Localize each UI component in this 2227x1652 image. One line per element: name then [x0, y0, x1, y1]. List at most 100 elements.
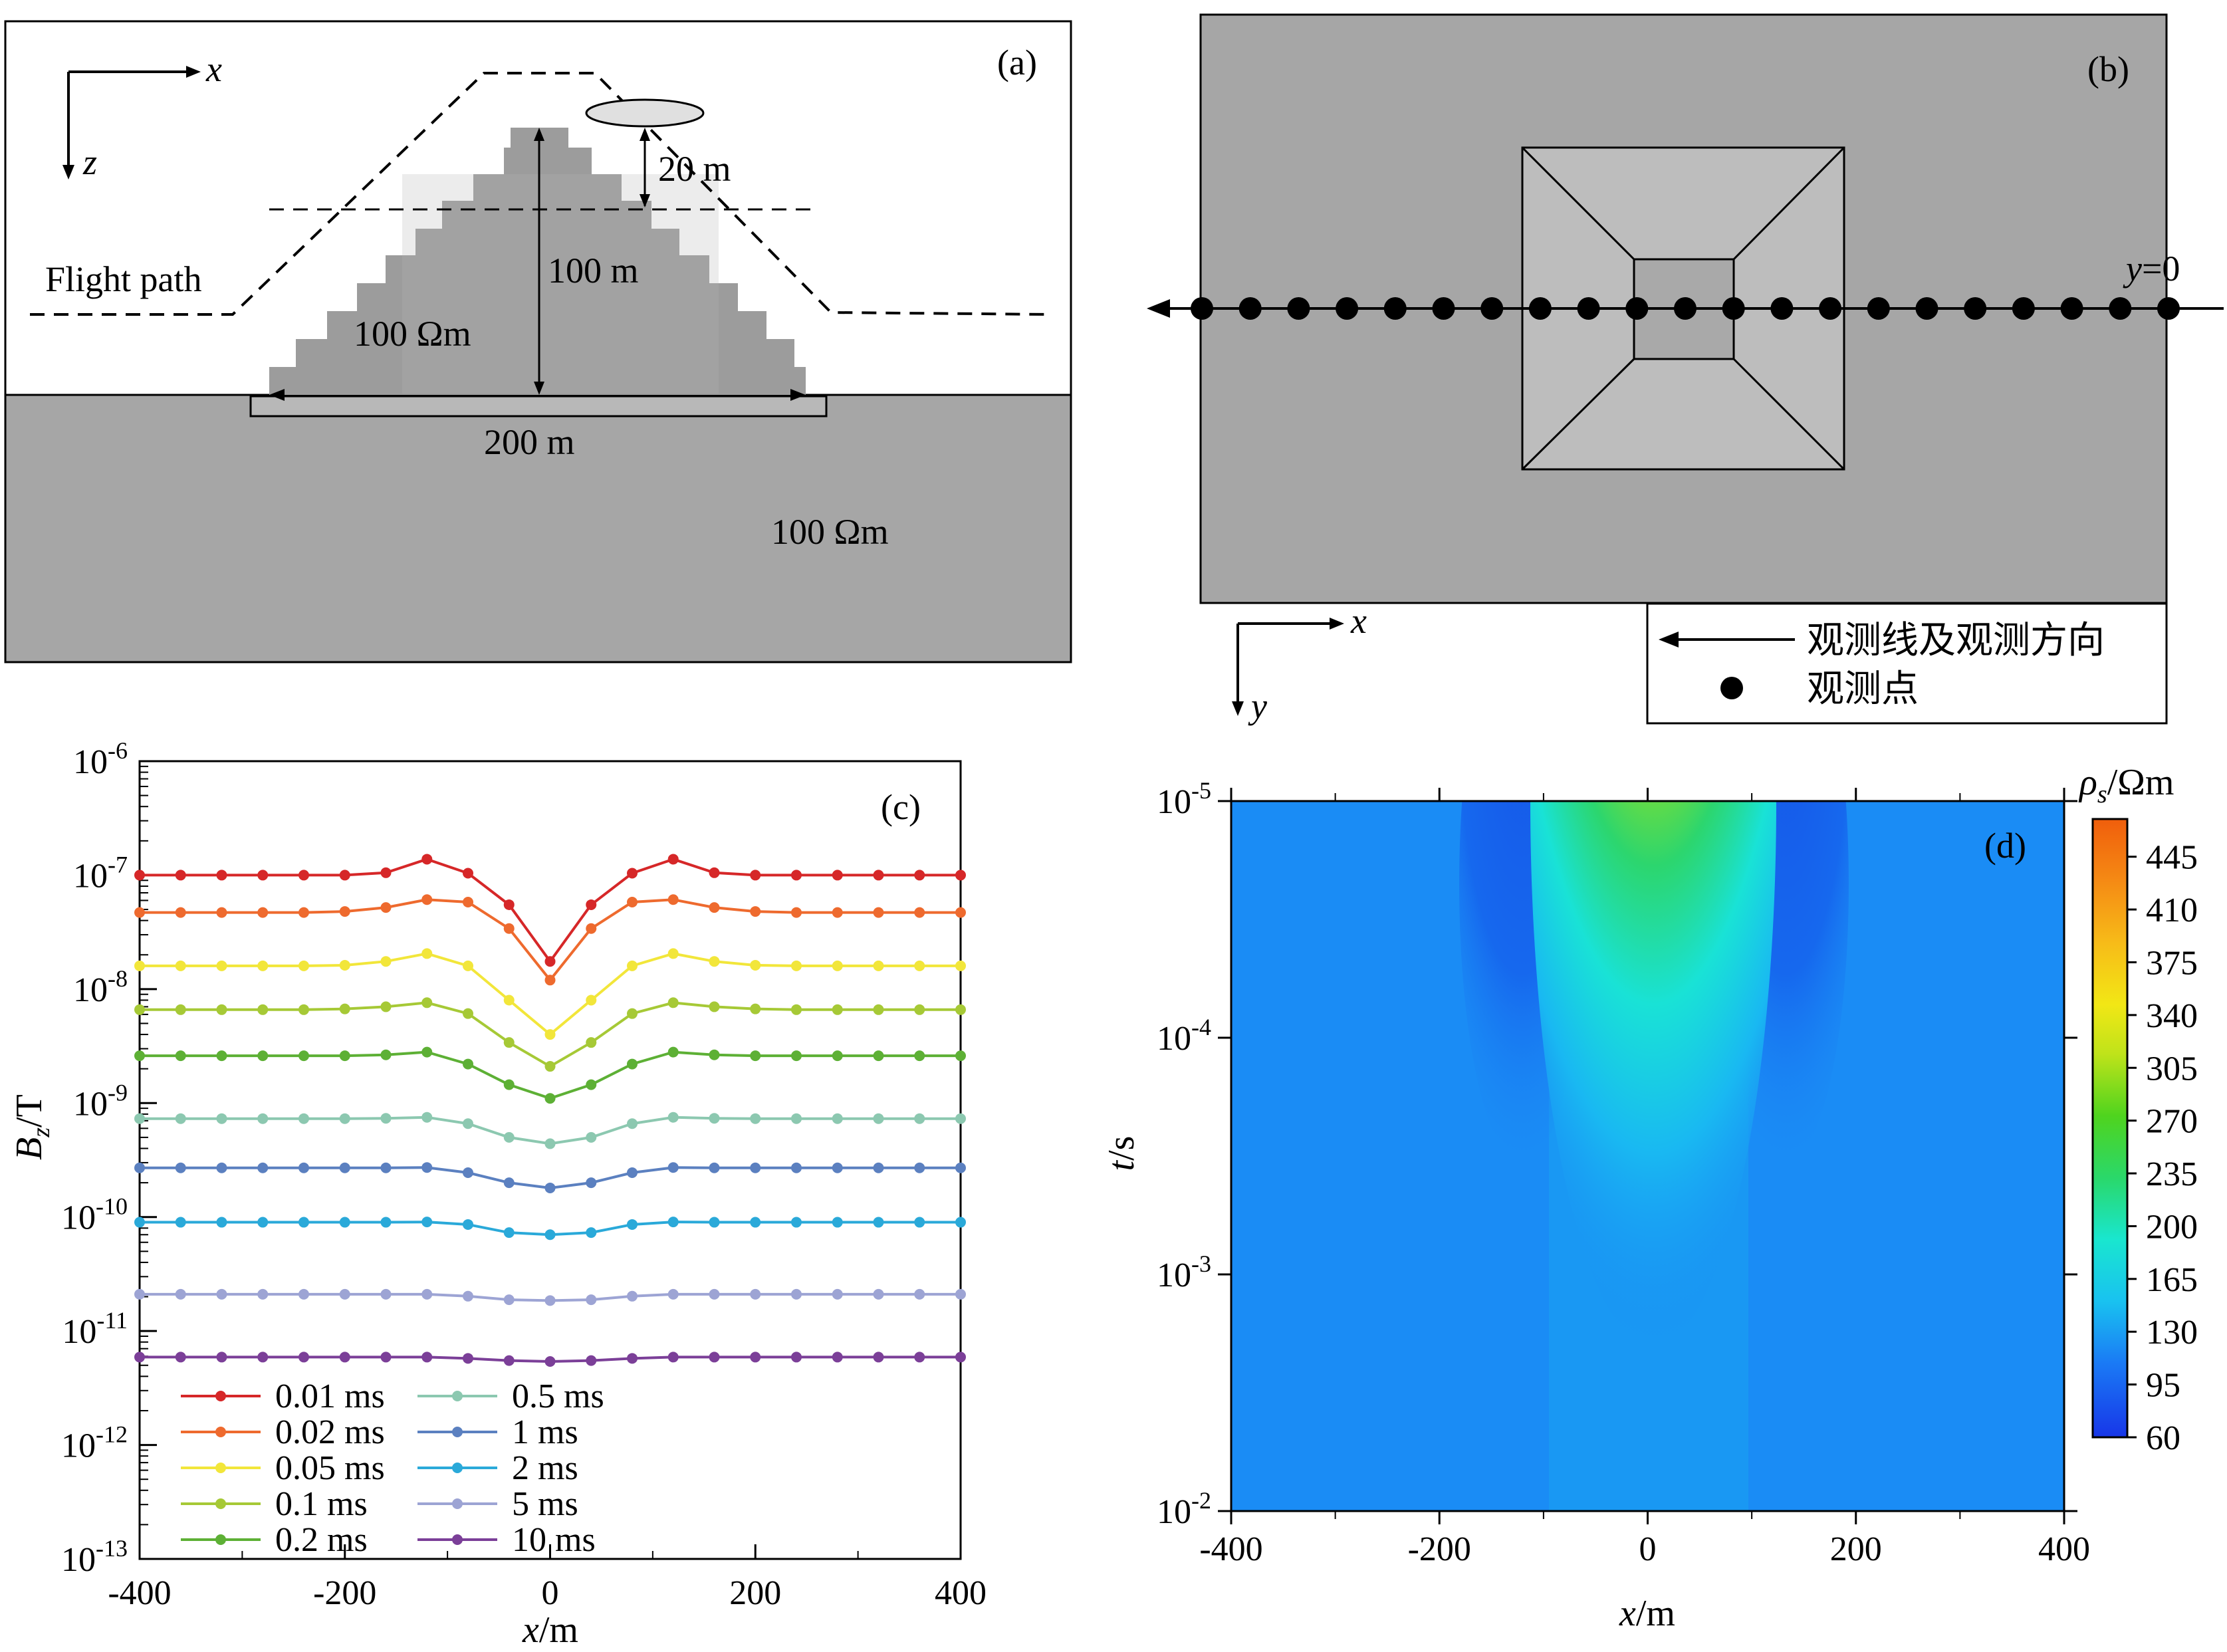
observation-point: [1674, 297, 1697, 320]
c-x-ticks: -400 -200 0 200 400: [108, 1544, 987, 1612]
c-data-point: [257, 907, 269, 918]
c-legend-label: 0.01 ms: [275, 1377, 385, 1415]
c-legend-label: 0.05 ms: [275, 1449, 385, 1487]
transmitter-loop: [585, 98, 705, 128]
c-data-point: [503, 1177, 515, 1189]
c-data-point: [175, 870, 186, 881]
c-x-tick-label: 0: [542, 1574, 559, 1612]
c-data-point: [955, 907, 966, 918]
c-data-point: [709, 1288, 720, 1300]
c-legend: 0.01 ms0.02 ms0.05 ms0.1 ms0.2 ms0.5 ms1…: [181, 1377, 604, 1559]
d-y-tick-label: 10-3: [1157, 1250, 1211, 1294]
c-data-point: [709, 1352, 720, 1363]
c-data-point: [216, 1004, 227, 1015]
c-data-point: [914, 1217, 925, 1228]
frustum-edge-nw: [1521, 146, 1635, 261]
c-data-point: [667, 1046, 679, 1058]
c-data-point: [175, 1004, 186, 1015]
c-data-point: [750, 906, 761, 917]
c-data-point: [380, 1288, 392, 1300]
colorbar-ticks: 60 95 130 165 200 235 270 305 340 375 410 445: [2127, 839, 2198, 1457]
c-data-point: [463, 1353, 473, 1364]
d-x-tick-label: 0: [1639, 1530, 1657, 1568]
c-data-point: [832, 870, 843, 881]
c-data-point: [667, 997, 679, 1008]
c-data-point: [175, 1288, 186, 1300]
c-data-point: [503, 1131, 515, 1143]
colorbar-tick-label: 130: [2146, 1314, 2198, 1352]
ground-resistivity-label: 100 Ωm: [771, 512, 889, 552]
legend-line-text: 观测线及观测方向: [1807, 619, 2105, 662]
d-x-tick-label: -400: [1199, 1530, 1262, 1568]
c-data-point: [914, 1352, 925, 1363]
panel-a-label: (a): [997, 43, 1037, 82]
c-legend-label: 0.1 ms: [275, 1485, 368, 1523]
c-data-point: [955, 1352, 966, 1363]
c-data-point: [339, 906, 350, 917]
c-data-point: [257, 1217, 269, 1228]
c-data-point: [873, 1050, 884, 1062]
c-data-point: [503, 1355, 515, 1366]
c-data-point: [873, 1352, 884, 1363]
c-data-point: [175, 1113, 186, 1124]
c-data-point: [544, 1093, 556, 1104]
observation-point: [1480, 297, 1504, 320]
c-data-point: [914, 960, 925, 971]
c-data-point: [627, 1219, 638, 1230]
panel-a-axis-z: z: [82, 142, 97, 182]
c-data-point: [216, 1217, 227, 1228]
pyramid-resistivity-label: 100 Ωm: [354, 314, 471, 354]
c-data-point: [380, 1049, 392, 1060]
c-x-tick-label: -200: [313, 1574, 376, 1612]
c-data-point: [380, 1113, 392, 1124]
c-data-point: [791, 960, 802, 971]
c-x-tick-label: 200: [729, 1574, 781, 1612]
x-arrowhead: [186, 66, 201, 78]
c-data-point: [544, 1356, 556, 1367]
c-data-point: [421, 854, 433, 865]
c-data-point: [873, 1113, 884, 1124]
c-data-point: [298, 1004, 309, 1015]
d-x-tick-label: 200: [1830, 1530, 1882, 1568]
c-data-point: [339, 1003, 350, 1014]
c-data-point: [832, 1113, 843, 1124]
c-data-point: [380, 1162, 392, 1173]
c-data-point: [216, 960, 227, 971]
panel-a: x z (a) 20 m 100 m 200 m Flight path 100…: [4, 20, 1072, 663]
observation-point: [1625, 297, 1649, 320]
c-data-point: [667, 1288, 679, 1300]
c-data-point: [750, 870, 761, 881]
c-data-point: [134, 960, 145, 971]
c-data-point: [175, 1050, 186, 1062]
c-data-point: [421, 1112, 433, 1123]
d-x-ticks: -400 -200 0 200 400: [1199, 788, 2090, 1568]
c-legend-marker: [215, 1463, 226, 1473]
c-data-point: [463, 896, 473, 907]
c-data-point: [667, 948, 679, 959]
c-legend-label: 10 ms: [512, 1521, 596, 1559]
c-y-tick-label: 10-13: [61, 1535, 128, 1579]
c-data-point: [503, 1037, 515, 1048]
c-data-point: [586, 899, 597, 910]
c-data-point: [175, 960, 186, 971]
c-data-point: [832, 1004, 843, 1015]
frustum-edge-ne: [1732, 146, 1845, 261]
c-data-point: [339, 959, 350, 971]
c-legend-marker: [215, 1498, 226, 1509]
c-data-point: [914, 907, 925, 918]
pyramid-width-label: 200 m: [484, 422, 575, 462]
c-data-point: [339, 1113, 350, 1124]
c-data-point: [216, 1288, 227, 1300]
c-data-point: [750, 1113, 761, 1124]
c-legend-label: 1 ms: [512, 1413, 578, 1451]
height-arrowhead-down: [640, 194, 650, 207]
c-data-point: [421, 894, 433, 905]
c-data-point: [134, 1217, 145, 1228]
c-data-point: [463, 868, 473, 879]
colorbar-tick-label: 305: [2146, 1050, 2198, 1088]
c-data-point: [627, 1118, 638, 1129]
legend-point-symbol: [1720, 677, 1743, 699]
c-data-point: [175, 1162, 186, 1173]
c-data-point: [586, 923, 597, 934]
